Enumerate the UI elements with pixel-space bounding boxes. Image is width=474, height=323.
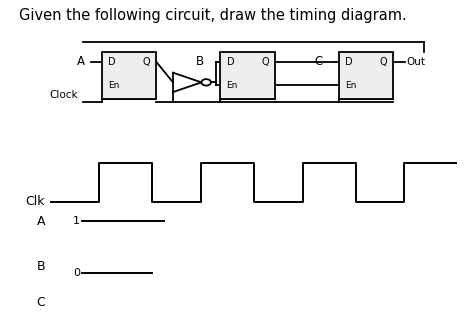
Text: Q: Q [261, 57, 269, 67]
Text: B: B [196, 56, 204, 68]
Text: A: A [36, 215, 45, 228]
Bar [339, 52, 393, 99]
Text: D: D [108, 57, 116, 67]
Text: D: D [227, 57, 234, 67]
Bar [102, 52, 156, 99]
Text: Given the following circuit, draw the timing diagram.: Given the following circuit, draw the ti… [19, 8, 407, 23]
Text: Clk: Clk [26, 195, 45, 208]
Text: D: D [345, 57, 353, 67]
Text: B: B [36, 260, 45, 273]
Text: Q: Q [143, 57, 150, 67]
Text: En: En [108, 81, 119, 90]
Text: Q: Q [380, 57, 387, 67]
Text: En: En [227, 81, 238, 90]
Text: 1: 1 [73, 216, 80, 226]
Text: A: A [77, 56, 85, 68]
Text: C: C [36, 296, 45, 308]
Text: Clock: Clock [50, 90, 78, 100]
Text: 0: 0 [73, 268, 80, 278]
Text: C: C [314, 56, 322, 68]
Text: En: En [345, 81, 356, 90]
Text: Out: Out [407, 57, 426, 67]
Bar [220, 52, 275, 99]
